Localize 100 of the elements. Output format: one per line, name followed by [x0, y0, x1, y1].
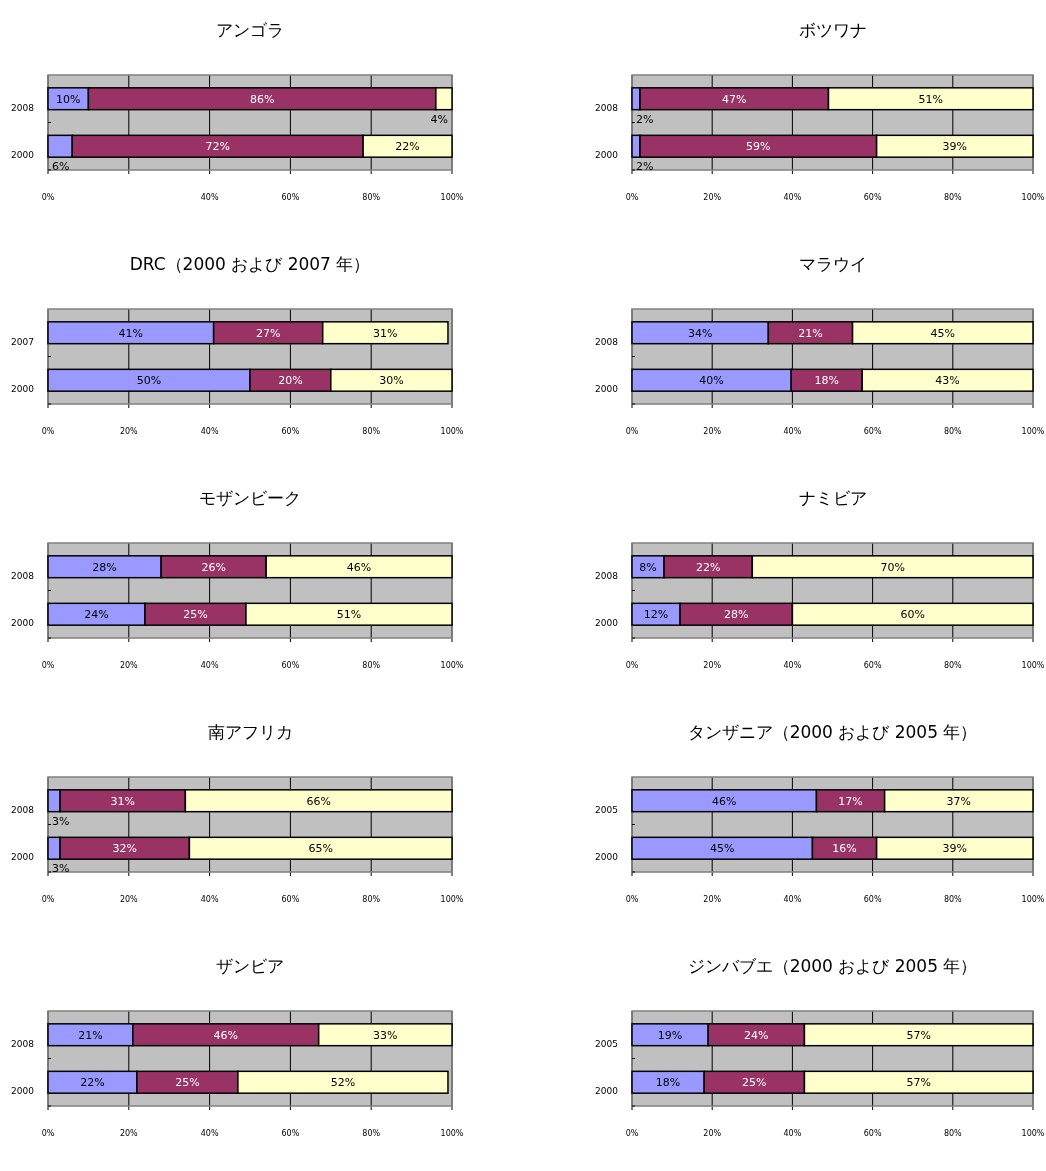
y-tick-label: 2008 — [595, 570, 619, 581]
x-tick-label: 60% — [863, 661, 882, 670]
x-tick-label: 40% — [200, 895, 219, 904]
data-label: 17% — [838, 794, 863, 808]
data-label: 2% — [636, 160, 654, 174]
data-label: 46% — [712, 794, 737, 808]
x-tick-label: 80% — [362, 1129, 381, 1138]
data-label: 4% — [430, 112, 448, 126]
data-label: 39% — [942, 140, 968, 154]
x-tick-label: 80% — [943, 427, 963, 436]
x-tick-label: 40% — [783, 1129, 802, 1138]
data-label: 6% — [52, 160, 70, 174]
x-tick-label: 100% — [1021, 661, 1045, 670]
x-tick-label: 0% — [41, 427, 55, 436]
data-label: 21% — [798, 326, 823, 340]
data-label: 10% — [55, 92, 81, 106]
data-label: 20% — [278, 374, 303, 388]
chart-title: 南アフリカ — [207, 722, 293, 742]
data-label: 3% — [52, 862, 70, 876]
y-tick-label: 2000 — [11, 1086, 35, 1097]
y-tick-label: 2000 — [595, 384, 619, 395]
x-tick-label: 20% — [703, 427, 722, 436]
y-tick-label: 2000 — [595, 852, 619, 863]
y-tick-label: 2008 — [11, 804, 35, 815]
x-tick-label: 60% — [281, 1129, 300, 1138]
x-tick-label: 20% — [703, 1129, 722, 1138]
x-tick-label: 0% — [41, 193, 55, 202]
data-label: 26% — [201, 560, 226, 574]
data-label: 70% — [880, 560, 905, 574]
y-tick-label: 2007 — [11, 336, 34, 347]
x-tick-label: 0% — [41, 661, 55, 670]
data-label: 47% — [722, 92, 747, 106]
x-tick-label: 60% — [863, 895, 882, 904]
y-tick-label: 2008 — [11, 1038, 35, 1049]
x-tick-label: 100% — [440, 193, 464, 202]
data-label: 12% — [643, 608, 669, 622]
data-label: 60% — [900, 608, 925, 622]
y-tick-label: 2008 — [595, 336, 619, 347]
x-tick-label: 20% — [119, 895, 139, 904]
data-label: 8% — [639, 560, 657, 574]
data-label: 30% — [379, 374, 404, 388]
x-tick-label: 100% — [1021, 1129, 1045, 1138]
data-label: 39% — [942, 842, 968, 856]
data-label: 57% — [906, 1076, 931, 1090]
x-tick-label: 80% — [362, 895, 381, 904]
data-label: 51% — [336, 608, 362, 622]
data-label: 22% — [395, 140, 420, 154]
data-label: 18% — [655, 1076, 681, 1090]
chart-title: アンゴラ — [216, 20, 284, 40]
x-tick-label: 60% — [863, 1129, 882, 1138]
x-tick-label: 60% — [281, 193, 300, 202]
x-tick-label: 40% — [200, 1129, 219, 1138]
data-label: 57% — [906, 1028, 931, 1042]
x-tick-label: 100% — [440, 895, 464, 904]
data-label: 28% — [724, 608, 749, 622]
data-label: 24% — [744, 1028, 769, 1042]
data-label: 33% — [373, 1028, 398, 1042]
data-label: 27% — [255, 326, 281, 340]
x-tick-label: 20% — [119, 661, 139, 670]
x-tick-label: 0% — [625, 895, 639, 904]
x-tick-label: 40% — [783, 661, 802, 670]
x-tick-label: 80% — [362, 661, 381, 670]
y-tick-label: 2000 — [11, 384, 35, 395]
data-label: 65% — [308, 842, 333, 856]
y-tick-label: 2008 — [11, 102, 35, 113]
x-tick-label: 80% — [362, 427, 381, 436]
x-tick-label: 60% — [863, 427, 882, 436]
x-tick-label: 60% — [281, 661, 300, 670]
x-tick-label: 80% — [943, 1129, 963, 1138]
data-label: 32% — [112, 842, 137, 856]
y-tick-label: 2000 — [11, 150, 35, 161]
data-label: 25% — [175, 1076, 200, 1090]
x-tick-label: 100% — [440, 661, 464, 670]
data-label: 46% — [213, 1028, 238, 1042]
y-tick-label: 2000 — [595, 150, 619, 161]
data-label: 31% — [373, 326, 398, 340]
data-label: 40% — [699, 374, 724, 388]
chart-title: モザンビーク — [199, 488, 301, 508]
x-tick-label: 40% — [783, 895, 802, 904]
chart-title: ジンバブエ（2000 および 2005 年） — [687, 956, 978, 976]
data-label: 24% — [84, 608, 109, 622]
data-label: 51% — [918, 92, 943, 106]
x-tick-label: 20% — [119, 1129, 139, 1138]
x-tick-label: 60% — [281, 427, 300, 436]
data-label: 45% — [710, 842, 735, 856]
x-tick-label: 0% — [625, 661, 639, 670]
x-tick-label: 40% — [200, 427, 219, 436]
x-tick-label: 80% — [943, 193, 963, 202]
y-tick-label: 2008 — [11, 570, 35, 581]
y-tick-label: 2000 — [11, 618, 35, 629]
data-label: 19% — [657, 1028, 683, 1042]
x-tick-label: 20% — [119, 427, 139, 436]
x-tick-label: 100% — [440, 427, 464, 436]
x-tick-label: 100% — [1021, 895, 1045, 904]
x-tick-label: 80% — [362, 193, 381, 202]
x-tick-label: 0% — [625, 193, 639, 202]
y-tick-label: 2005 — [595, 804, 618, 815]
data-label: 59% — [746, 140, 771, 154]
x-tick-label: 100% — [440, 1129, 464, 1138]
y-tick-label: 2000 — [595, 1086, 619, 1097]
